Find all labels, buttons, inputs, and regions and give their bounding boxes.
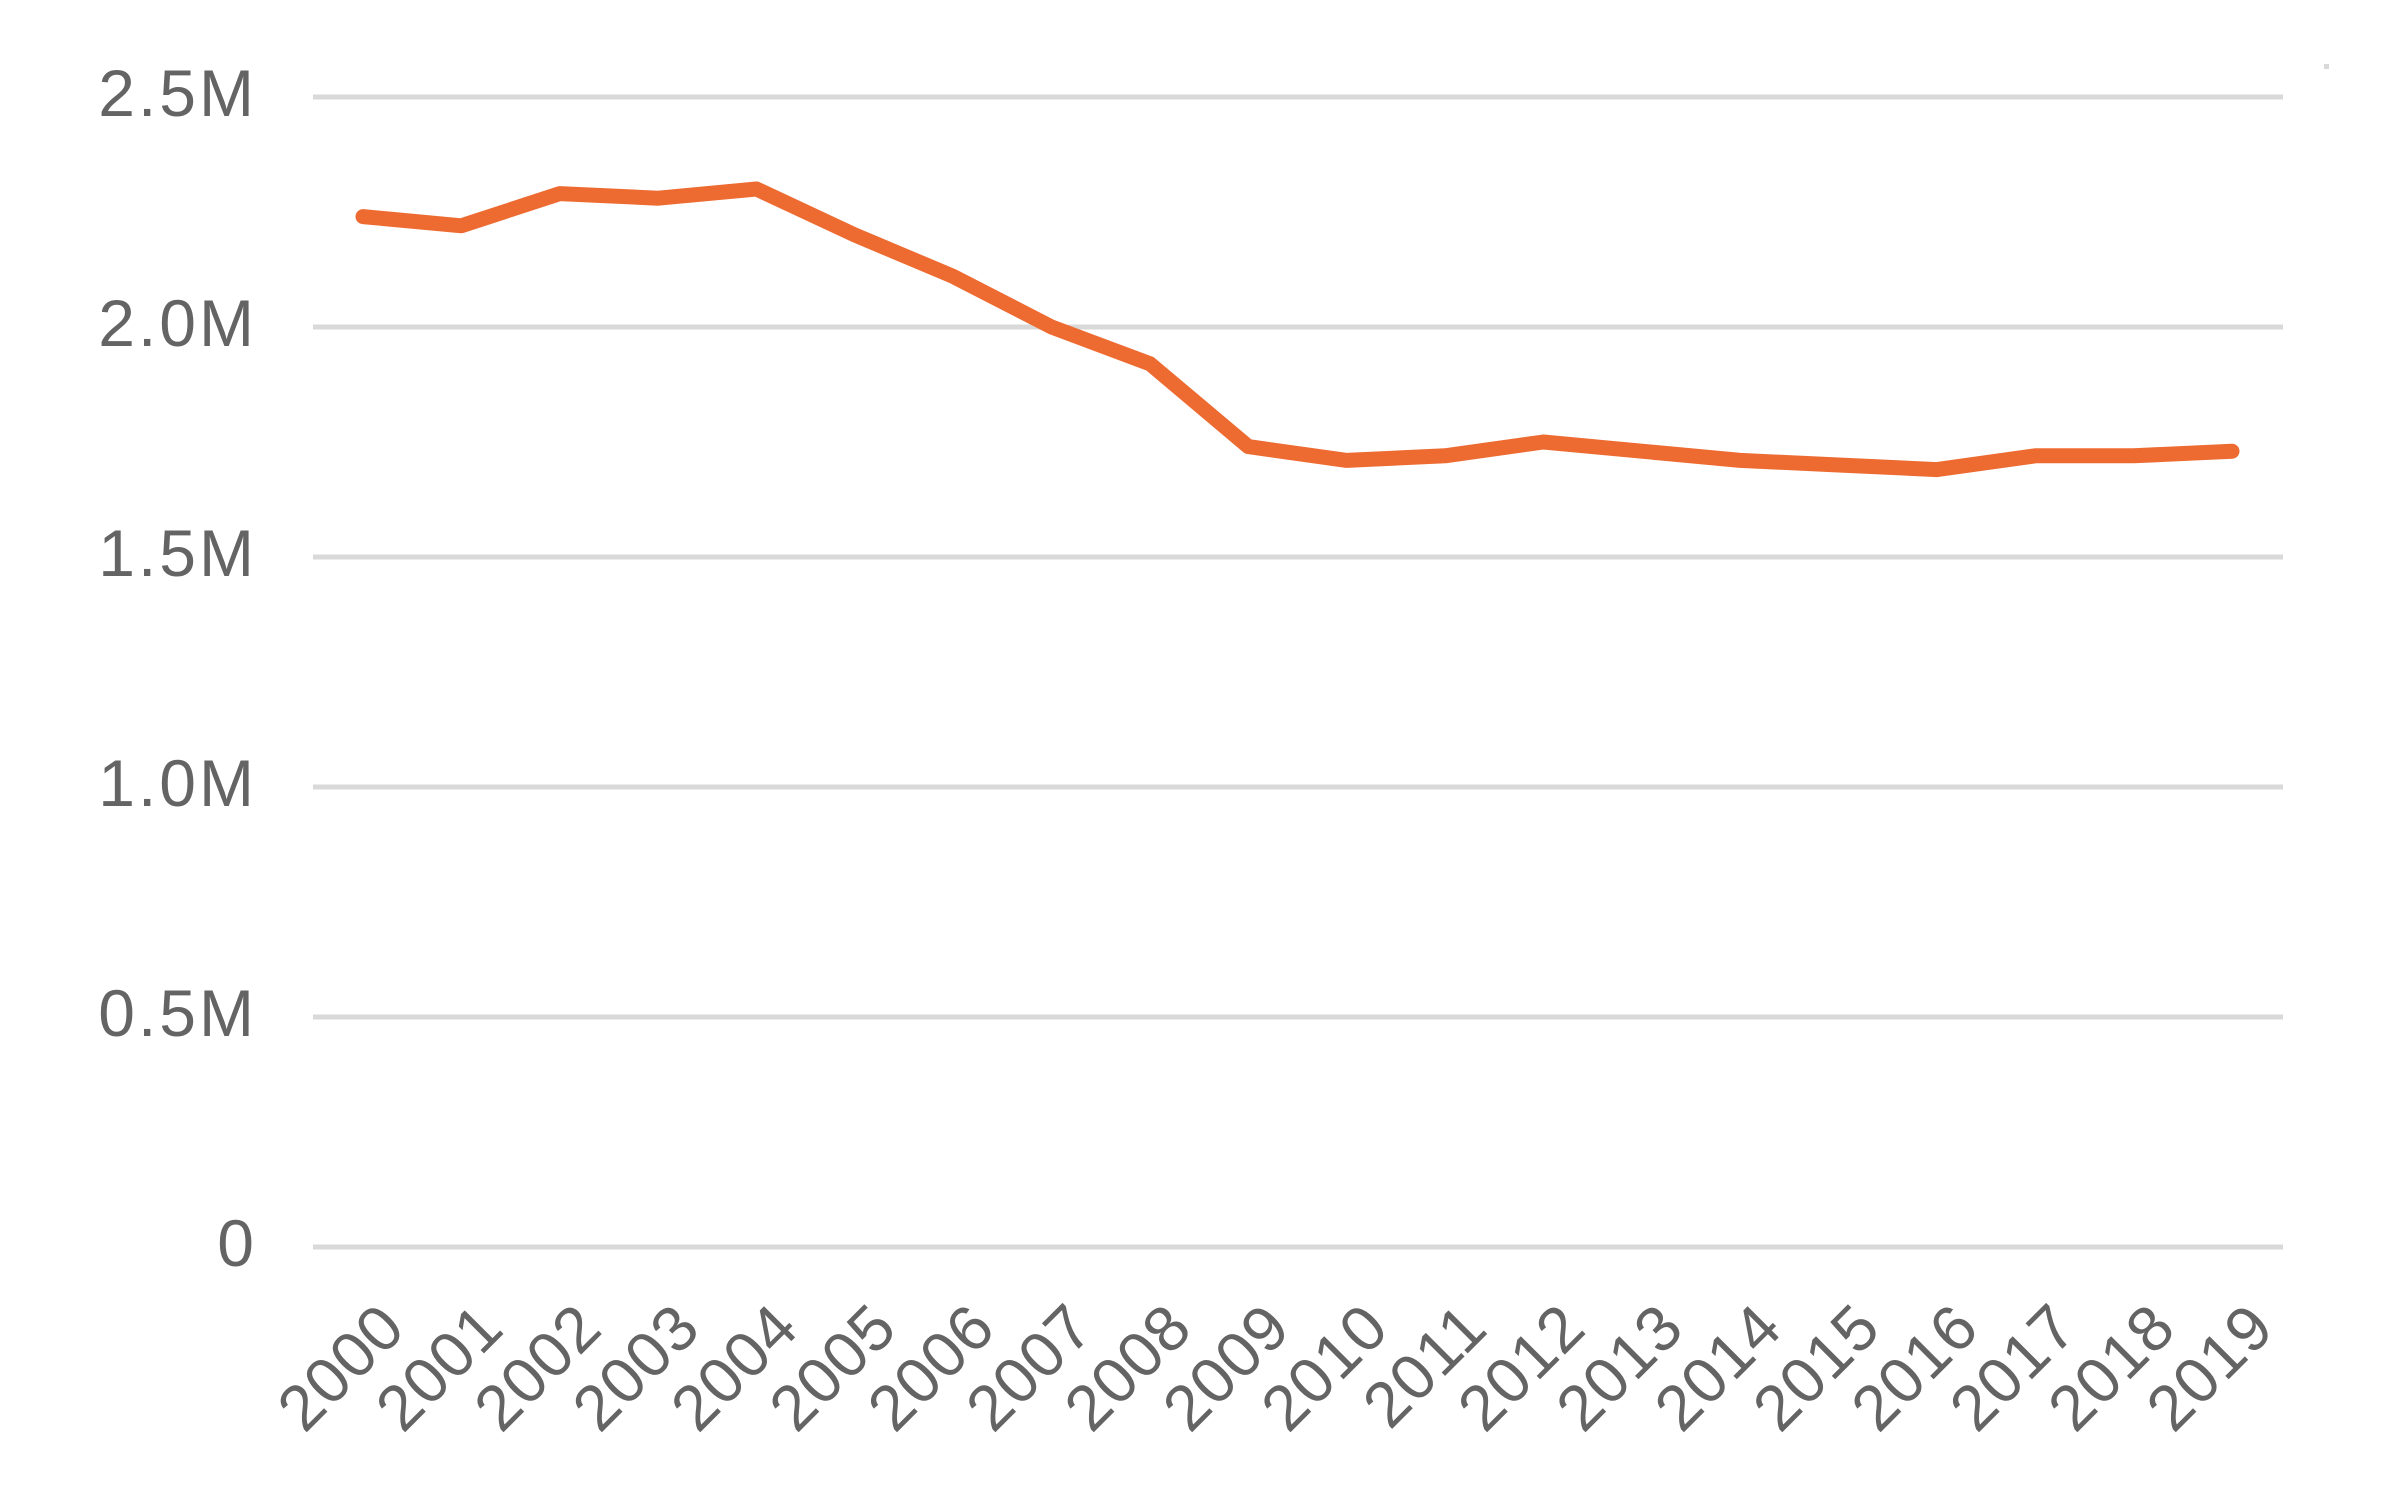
- y-tick-label: 2.5M: [98, 56, 257, 130]
- y-tick-label: 1.0M: [98, 746, 257, 820]
- x-axis-labels: 2000200120022003200420052006200720082009…: [263, 1290, 2286, 1444]
- y-axis-labels: 2.5M 2.0M 1.5M 1.0M 0.5M 0: [98, 56, 257, 1280]
- y-tick-label: 0.5M: [98, 976, 257, 1050]
- data-series-line: [355, 181, 2240, 478]
- y-tick-label: 1.5M: [98, 516, 257, 590]
- speck-artifact: [2324, 64, 2329, 69]
- gridline-group: [313, 94, 2283, 1250]
- y-tick-label: 0: [217, 1206, 257, 1280]
- y-tick-label: 2.0M: [98, 286, 257, 360]
